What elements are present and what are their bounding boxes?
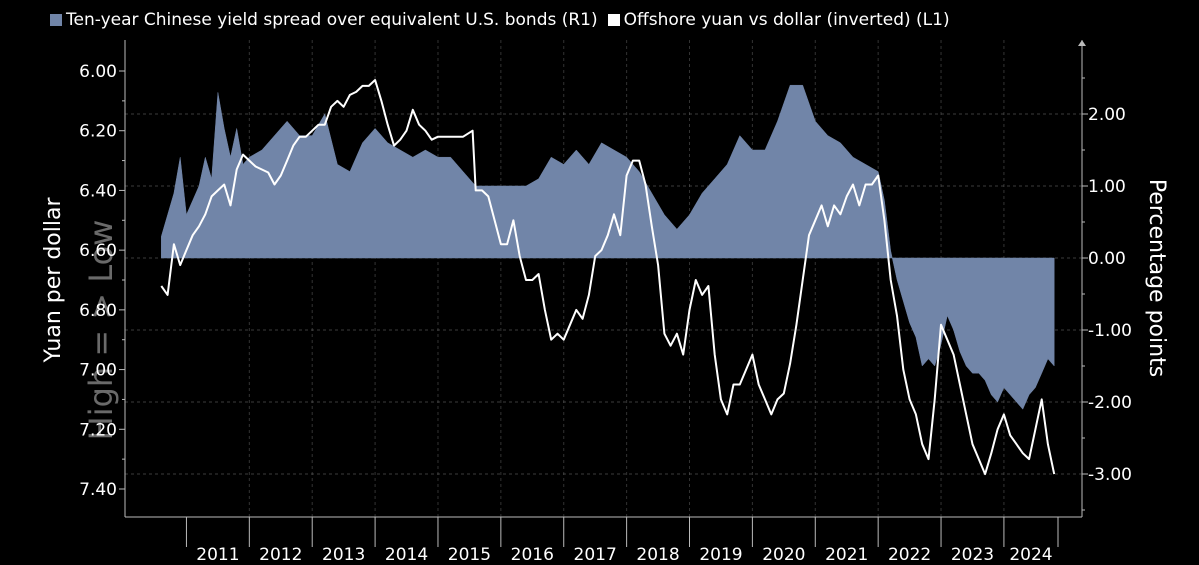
legend-item-spread: Ten-year Chinese yield spread over equiv… [50, 10, 598, 30]
x-tick-label-1: 2012 [259, 545, 302, 565]
left-axis-title: Yuan per dollar [41, 197, 66, 364]
right-tick-label-4: -2.00 [1088, 393, 1132, 413]
legend-label-spread: Ten-year Chinese yield spread over equiv… [66, 10, 598, 30]
watermark-text: High = > Low [82, 220, 120, 441]
right-tick-label-5: -3.00 [1088, 465, 1132, 485]
left-tick-label-4: 6.80 [79, 301, 117, 321]
grid-lines: High = > Low [82, 40, 1082, 517]
right-tick-label-1: 1.00 [1088, 177, 1126, 197]
left-tick-label-0: 6.00 [79, 62, 117, 82]
legend-label-yuan: Offshore yuan vs dollar (inverted) (L1) [623, 10, 950, 30]
left-tick-label-3: 6.60 [79, 241, 117, 261]
right-tick-label-0: 2.00 [1088, 105, 1126, 125]
legend: Ten-year Chinese yield spread over equiv… [50, 10, 960, 30]
right-axis-arrow [1078, 40, 1086, 46]
legend-item-yuan: Offshore yuan vs dollar (inverted) (L1) [607, 10, 950, 30]
right-tick-label-3: -1.00 [1088, 321, 1132, 341]
x-tick-label-8: 2019 [699, 545, 742, 565]
x-tick-label-3: 2014 [385, 545, 428, 565]
left-tick-label-2: 6.40 [79, 181, 117, 201]
legend-swatch-spread [50, 14, 62, 26]
legend-swatch-yuan [607, 14, 620, 26]
x-tick-label-10: 2021 [825, 545, 868, 565]
right-axis-title: Percentage points [1144, 179, 1169, 377]
x-tick-label-6: 2017 [574, 545, 617, 565]
x-tick-label-7: 2018 [636, 545, 679, 565]
x-tick-label-12: 2023 [951, 545, 994, 565]
x-tick-label-5: 2016 [511, 545, 554, 565]
spread-area [161, 84, 1055, 410]
x-tick-label-2: 2013 [322, 545, 365, 565]
x-tick-label-9: 2020 [762, 545, 805, 565]
left-tick-label-6: 7.20 [79, 420, 117, 440]
x-tick-label-4: 2015 [448, 545, 491, 565]
x-tick-label-13: 2024 [1009, 545, 1052, 565]
left-tick-label-7: 7.40 [79, 480, 117, 500]
data-layer [160, 79, 1056, 476]
left-tick-label-1: 6.20 [79, 122, 117, 142]
right-tick-label-2: 0.00 [1088, 249, 1126, 269]
x-tick-label-0: 2011 [196, 545, 239, 565]
x-tick-label-11: 2022 [888, 545, 931, 565]
axes: 6.00 6.20 6.40 6.60 6.80 7.00 7.20 7.40 2.00 1.00… [41, 40, 1169, 565]
yuan-line [160, 79, 1056, 476]
left-tick-label-5: 7.00 [79, 361, 117, 381]
